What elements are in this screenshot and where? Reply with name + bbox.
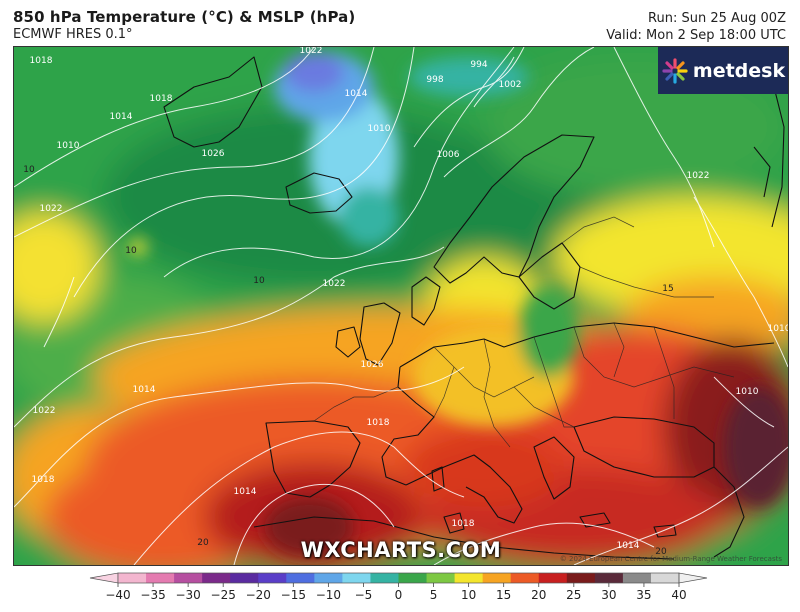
colorbar-cell	[482, 573, 512, 583]
colorbar-tick-label: 25	[566, 588, 582, 602]
temperature-label: 20	[197, 538, 209, 548]
isobar-label: 1014	[345, 89, 368, 99]
copyright-note: © 2024 European Centre for Medium-Range …	[559, 555, 782, 563]
temperature-label: 10	[23, 165, 35, 175]
coastlines	[163, 56, 785, 560]
run-time: Run: Sun 25 Aug 00Z	[648, 11, 786, 26]
isobar-label: 1010	[736, 387, 759, 397]
colorbar-tick-label: 5	[429, 588, 438, 602]
colorbar-cell	[538, 573, 568, 583]
colorbar-min-arrow	[89, 572, 119, 584]
colorbar-cell	[398, 573, 428, 583]
colorbar-cell	[314, 573, 343, 583]
colorbar-svg	[89, 572, 708, 587]
colorbar-cell	[258, 573, 287, 583]
weather-map: 1026 1022 1026 1018 1014 1022 1018 1014 1018 1014…	[13, 46, 789, 566]
colorbar-tick-label: −10	[315, 588, 342, 602]
colorbar-tick-label: −25	[210, 588, 236, 602]
metdesk-logo: metdesk	[658, 47, 788, 94]
colorbar-cell	[510, 573, 540, 583]
valid-time: Valid: Mon 2 Sep 18:00 UTC	[606, 28, 786, 43]
temperature-labels: 10 10 10 15 20 20	[23, 165, 673, 557]
isobar-label: 1018	[30, 56, 53, 66]
colorbar-cell	[146, 573, 175, 583]
colorbar-tick-label: −5	[354, 588, 373, 602]
colorbar-cell	[174, 573, 203, 583]
isobar-label: 1014	[617, 541, 640, 551]
temperature-label: 10	[253, 276, 265, 286]
isobar-label: 1022	[40, 204, 63, 214]
isobar-label: 1018	[367, 418, 390, 428]
map-canvas: 1026 1022 1026 1018 1014 1022 1018 1014 1018 1014…	[14, 47, 788, 565]
isobar-label: 994	[470, 60, 487, 70]
isobar-label: 1006	[437, 150, 460, 160]
colorbar-cell	[230, 573, 259, 583]
temperature-label: 15	[662, 284, 673, 294]
isobar-label: 1026	[361, 360, 384, 370]
colorbar-tick-label: −15	[280, 588, 306, 602]
chart-title: 850 hPa Temperature (°C) & MSLP (hPa)	[13, 8, 356, 26]
header-left: 850 hPa Temperature (°C) & MSLP (hPa) EC…	[13, 8, 355, 42]
wxcharts-watermark: WXCHARTS.COM	[300, 538, 502, 562]
colorbar-tick-label: 20	[531, 588, 547, 602]
isobar-label: 998	[426, 75, 443, 85]
isobar-label: 1018	[32, 475, 55, 485]
colorbar-tick-label: 35	[636, 588, 652, 602]
temperature-label: 10	[125, 246, 137, 256]
colorbar-cell	[566, 573, 596, 583]
isobar-label: 1014	[110, 112, 133, 122]
isobar-labels: 1026 1022 1026 1018 1014 1022 1018 1014 1018 1014…	[30, 47, 788, 551]
isobar-label: 1026	[202, 149, 225, 159]
isobar-label: 1010	[57, 141, 80, 151]
colorbar-tick-label: 10	[460, 588, 477, 602]
isobar-label: 1010	[768, 324, 788, 334]
colorbar-tick-label: −35	[140, 588, 166, 602]
colorbar-cell	[370, 573, 399, 583]
metdesk-flower-icon	[662, 57, 688, 84]
colorbar-cell	[454, 573, 484, 583]
isobar-label: 1022	[300, 47, 323, 56]
isobar-label: 1014	[234, 487, 257, 497]
header-right: Run: Sun 25 Aug 00Z Valid: Mon 2 Sep 18:…	[606, 10, 786, 44]
isobar-label: 1002	[499, 80, 522, 90]
isobar-label: 1014	[133, 385, 156, 395]
colorbar-cell	[650, 573, 680, 583]
temperature-colorbar: −40 −35 −30 −25 −20 −15 −10 −5 0 5 10 15 20 25 30 35 40	[0, 568, 800, 612]
isobar-label: 1022	[687, 171, 710, 181]
isobar-label: 1018	[150, 94, 173, 104]
colorbar-cell	[622, 573, 652, 583]
colorbar-tick-label: −20	[245, 588, 271, 602]
colorbar-cell	[118, 573, 147, 583]
metdesk-logo-text: metdesk	[692, 59, 786, 82]
colorbar-tick-label: 40	[671, 588, 687, 602]
colorbar-cell	[426, 573, 456, 583]
colorbar-tick-label: 15	[496, 588, 512, 602]
colorbar-tick-label: −40	[105, 588, 131, 602]
isobar-label: 1022	[323, 279, 346, 289]
country-borders	[313, 216, 735, 448]
colorbar-cell	[594, 573, 624, 583]
isobar-lines	[14, 47, 788, 565]
isobar-label: 1018	[452, 519, 475, 529]
colorbar-cell	[342, 573, 371, 583]
colorbar-tick-label: −30	[175, 588, 201, 602]
isobar-label: 1022	[33, 406, 56, 416]
colorbar-tick-label: 30	[601, 588, 617, 602]
colorbar-cell	[202, 573, 231, 583]
model-subtitle: ECMWF HRES 0.1°	[13, 27, 133, 42]
colorbar-tick-label: 0	[394, 588, 403, 602]
temperature-label: 20	[655, 547, 667, 557]
colorbar-cell	[286, 573, 315, 583]
colorbar-max-arrow	[678, 572, 708, 584]
isobar-label: 1010	[368, 124, 391, 134]
